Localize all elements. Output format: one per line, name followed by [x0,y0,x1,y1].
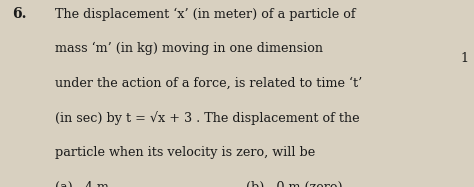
Text: (a)   4 m: (a) 4 m [55,180,109,187]
Text: (in sec) by t = √x + 3 . The displacement of the: (in sec) by t = √x + 3 . The displacemen… [55,111,359,125]
Text: (b)   0 m (zero): (b) 0 m (zero) [246,180,343,187]
Text: 6.: 6. [12,7,27,22]
Text: under the action of a force, is related to time ‘t’: under the action of a force, is related … [55,77,362,90]
Text: The displacement ‘x’ (in meter) of a particle of: The displacement ‘x’ (in meter) of a par… [55,7,355,21]
Text: mass ‘m’ (in kg) moving in one dimension: mass ‘m’ (in kg) moving in one dimension [55,42,322,55]
Text: particle when its velocity is zero, will be: particle when its velocity is zero, will… [55,146,315,159]
Text: 1: 1 [460,52,468,65]
